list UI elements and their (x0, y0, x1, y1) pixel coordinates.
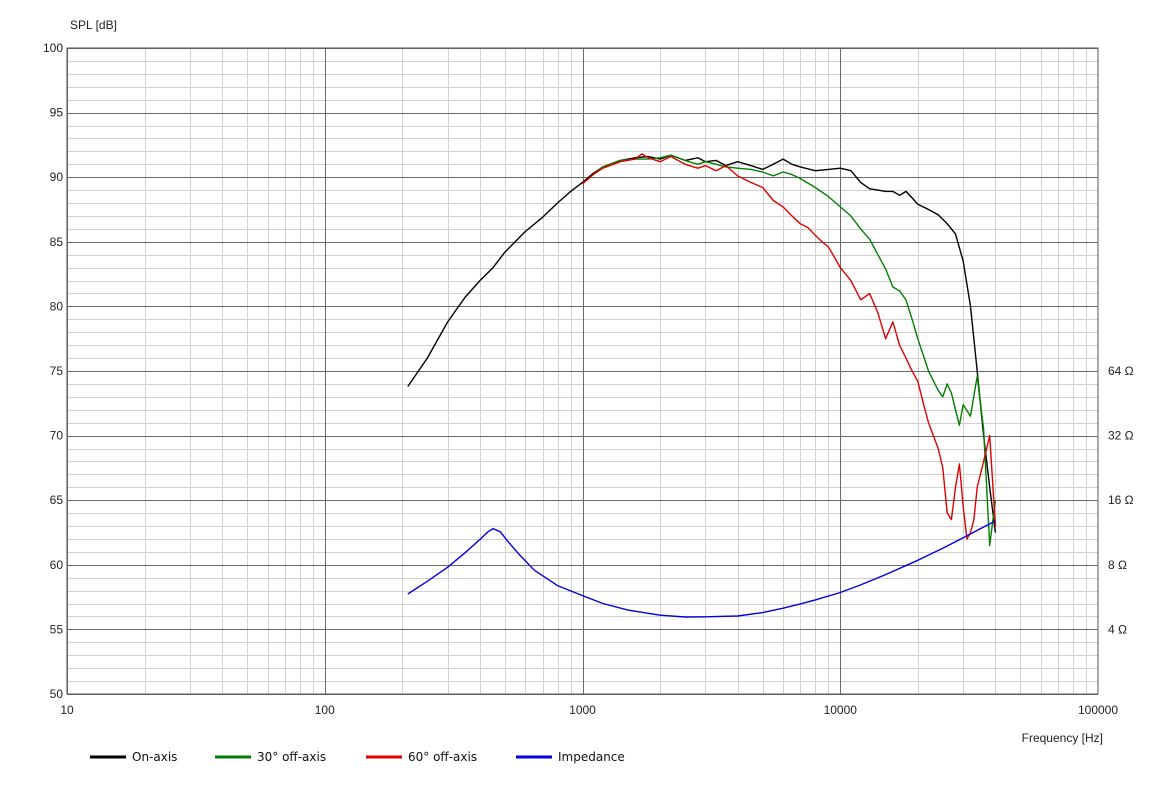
series-line-impedance (407, 520, 996, 618)
y-tick-label: 90 (50, 170, 64, 184)
y-tick-label: 80 (50, 299, 64, 313)
y-tick-label: 85 (50, 235, 64, 249)
x-tick-label: 100 (315, 703, 335, 717)
y-tick-label: 100 (43, 41, 63, 55)
y-axis-title: SPL [dB] (70, 18, 117, 32)
legend-label: Impedance (558, 750, 625, 764)
y2-tick-label: 16 Ω (1108, 493, 1134, 507)
y2-tick-label: 4 Ω (1108, 622, 1127, 636)
y-tick-label: 50 (50, 687, 64, 701)
series-line-60-off-axis (582, 153, 997, 540)
series-line-30-off-axis (582, 154, 997, 547)
y-tick-labels: 50 55 60 65 70 75 80 85 90 95 100 (43, 41, 63, 701)
y-tick-label: 65 (50, 493, 64, 507)
y2-tick-label: 32 Ω (1108, 429, 1134, 443)
y-tick-label: 70 (50, 429, 64, 443)
legend: On-axis 30° off-axis 60° off-axis Impedance (90, 750, 625, 764)
x-tick-labels: 10 100 1000 10000 100000 (60, 703, 1118, 717)
y-tick-label: 95 (50, 106, 64, 120)
legend-label: On-axis (132, 750, 177, 764)
data-series (407, 153, 997, 618)
y-tick-label: 75 (50, 364, 64, 378)
y2-tick-labels: 4 Ω 8 Ω 16 Ω 32 Ω 64 Ω (1108, 364, 1134, 636)
x-tick-label: 10000 (824, 703, 858, 717)
y-tick-label: 60 (50, 558, 64, 572)
legend-label: 60° off-axis (408, 750, 477, 764)
y2-tick-label: 64 Ω (1108, 364, 1134, 378)
legend-label: 30° off-axis (257, 750, 326, 764)
y-tick-label: 55 (50, 622, 64, 636)
x-tick-label: 10 (60, 703, 74, 717)
series-line-on-axis (407, 154, 997, 533)
x-tick-label: 100000 (1078, 703, 1118, 717)
plot-frame (66, 47, 1099, 695)
x-axis-title: Frequency [Hz] (1022, 731, 1103, 745)
x-tick-label: 1000 (569, 703, 596, 717)
y2-tick-label: 8 Ω (1108, 558, 1127, 572)
